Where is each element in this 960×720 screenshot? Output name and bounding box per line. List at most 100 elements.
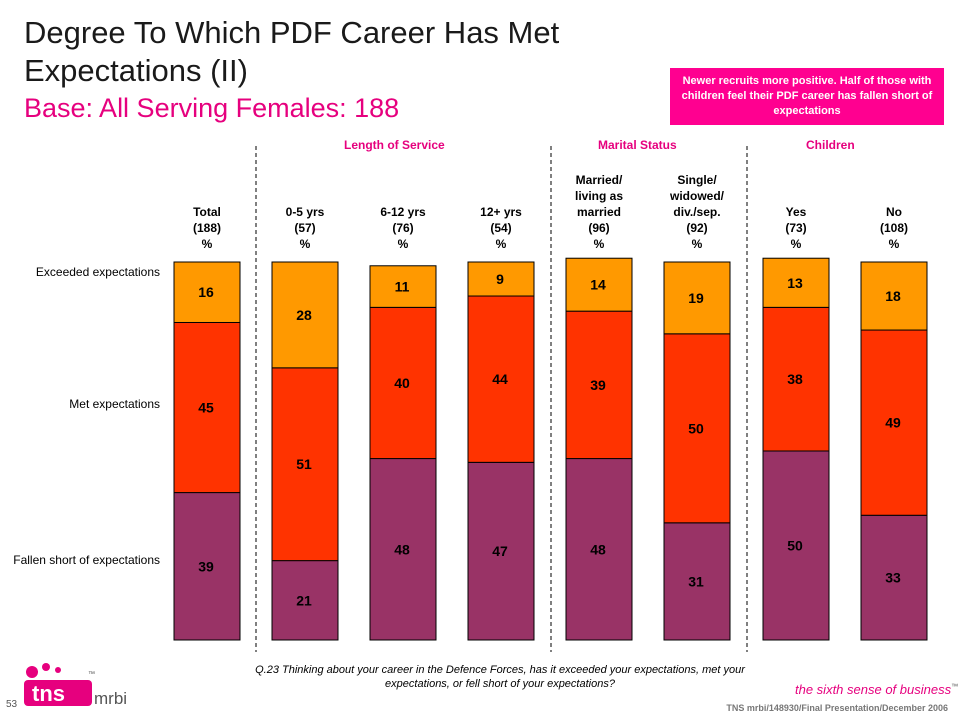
bar-met-2 <box>369 306 437 460</box>
column-header-6-line-1: (73) <box>785 221 807 235</box>
column-header-2-line-1: (76) <box>392 221 414 235</box>
data-label-fallen-3: 47 <box>492 543 508 559</box>
column-header-7-line-2: % <box>888 237 900 251</box>
bar-fallen-1 <box>271 560 339 641</box>
data-label-met-4: 39 <box>590 377 606 393</box>
column-header-3-line-1: (54) <box>490 221 512 235</box>
group-label-children: Children <box>806 138 855 152</box>
bar-fallen-3 <box>467 461 535 641</box>
logo-subtext: mrbi <box>94 689 127 708</box>
bar-exceeded-7 <box>860 261 928 331</box>
page-title: Degree To Which PDF Career Has Met Expec… <box>24 14 559 90</box>
data-label-met-3: 44 <box>492 371 508 387</box>
bar-fallen-2 <box>369 458 437 641</box>
bar-met-7 <box>860 329 928 516</box>
column-header-3-line-0: 12+ yrs <box>480 205 522 219</box>
column-header-6-line-2: % <box>790 237 802 251</box>
column-header-0-line-2: % <box>201 237 213 251</box>
data-label-fallen-7: 33 <box>885 570 901 586</box>
column-header-1-line-1: (57) <box>294 221 316 235</box>
column-header-4-line-2: married <box>576 205 622 219</box>
bar-fallen-4 <box>565 458 633 641</box>
column-header-6-line-0: Yes <box>785 205 807 219</box>
logo-dot-3 <box>55 667 61 673</box>
data-label-met-7: 49 <box>885 415 901 431</box>
callout-box: Newer recruits more positive. Half of th… <box>670 68 944 125</box>
row-label-met: Met expectations <box>69 397 160 411</box>
data-label-exceeded-3: 9 <box>496 271 504 287</box>
logo-trademark: ™ <box>88 671 95 678</box>
column-header-4-line-4: % <box>593 237 605 251</box>
column-header-5-line-0: Single/ <box>677 173 717 187</box>
bar-met-0 <box>173 321 241 494</box>
tns-mrbi-logo: tns mrbi ™ <box>24 663 127 708</box>
column-header-3-line-2: % <box>495 237 507 251</box>
data-label-exceeded-4: 14 <box>590 277 606 293</box>
bar-exceeded-5 <box>663 261 731 335</box>
column-header-1-line-2: % <box>299 237 311 251</box>
column-header-1: 0-5 yrs (57)% <box>260 204 350 252</box>
logo-dot-2 <box>42 663 50 671</box>
group-label-length-of-service: Length of Service <box>344 138 445 152</box>
column-header-5-line-1: widowed/ <box>670 189 724 203</box>
bar-met-1 <box>271 367 339 562</box>
column-header-2: 6-12 yrs (76)% <box>358 204 448 252</box>
column-header-5: Single/widowed/div./sep. (92)% <box>652 172 742 252</box>
data-label-exceeded-0: 16 <box>198 284 214 300</box>
column-header-3: 12+ yrs (54)% <box>456 204 546 252</box>
logo-block <box>24 680 92 706</box>
column-header-4: Married/living as married (96)% <box>554 172 644 252</box>
column-header-4-line-3: (96) <box>588 221 610 235</box>
page-number: 53 <box>6 699 18 710</box>
data-label-exceeded-7: 18 <box>885 288 901 304</box>
logo-dot-1 <box>26 666 38 678</box>
tagline: the sixth sense of business™ <box>795 682 958 697</box>
data-label-exceeded-2: 11 <box>395 279 410 295</box>
data-label-met-1: 51 <box>296 456 312 472</box>
data-label-fallen-4: 48 <box>590 541 606 557</box>
column-header-7-line-0: No <box>886 205 902 219</box>
credit-line: TNS mrbi/148930/Final Presentation/Decem… <box>726 703 948 713</box>
bar-exceeded-0 <box>173 261 241 323</box>
column-header-5-line-3: (92) <box>686 221 708 235</box>
bar-exceeded-6 <box>762 257 830 308</box>
tagline-trademark: ™ <box>951 683 959 691</box>
data-label-exceeded-1: 28 <box>296 307 312 323</box>
column-header-4-line-1: living as <box>574 189 624 203</box>
bar-exceeded-2 <box>369 265 437 308</box>
footnote: Q.23 Thinking about your career in the D… <box>255 664 745 690</box>
data-label-fallen-0: 39 <box>198 558 214 574</box>
column-header-4-line-0: Married/ <box>575 173 623 187</box>
column-header-1-line-0: 0-5 yrs <box>285 205 325 219</box>
bar-met-3 <box>467 295 535 463</box>
column-header-5-line-2: div./sep. <box>673 205 721 219</box>
data-label-fallen-5: 31 <box>688 573 704 589</box>
column-header-0-line-0: Total <box>193 205 221 219</box>
bar-exceeded-4 <box>565 257 633 312</box>
tagline-text: the sixth sense of business <box>795 682 952 697</box>
data-label-met-0: 45 <box>198 400 214 416</box>
bar-met-5 <box>663 333 731 524</box>
row-label-fallen: Fallen short of expectations <box>13 553 160 567</box>
logo-text: tns <box>32 681 65 706</box>
column-header-6: Yes (73)% <box>751 204 841 252</box>
data-label-met-6: 38 <box>787 371 803 387</box>
column-header-5-line-4: % <box>691 237 703 251</box>
bar-exceeded-3 <box>467 261 535 297</box>
data-label-met-2: 40 <box>394 375 410 391</box>
group-label-marital-status: Marital Status <box>598 138 677 152</box>
data-label-fallen-6: 50 <box>787 538 803 554</box>
column-header-2-line-0: 6-12 yrs <box>380 205 426 219</box>
bar-exceeded-1 <box>271 261 339 369</box>
column-header-0-line-1: (188) <box>192 221 221 235</box>
bar-fallen-5 <box>663 522 731 641</box>
data-label-exceeded-5: 19 <box>688 290 704 306</box>
data-label-fallen-1: 21 <box>296 592 312 608</box>
column-header-2-line-2: % <box>397 237 409 251</box>
subtitle: Base: All Serving Females: 188 <box>24 93 400 123</box>
data-label-met-5: 50 <box>688 420 704 436</box>
column-header-7-line-1: (108) <box>879 221 908 235</box>
column-header-0: Total (188)% <box>162 204 252 252</box>
bar-fallen-0 <box>173 492 241 641</box>
